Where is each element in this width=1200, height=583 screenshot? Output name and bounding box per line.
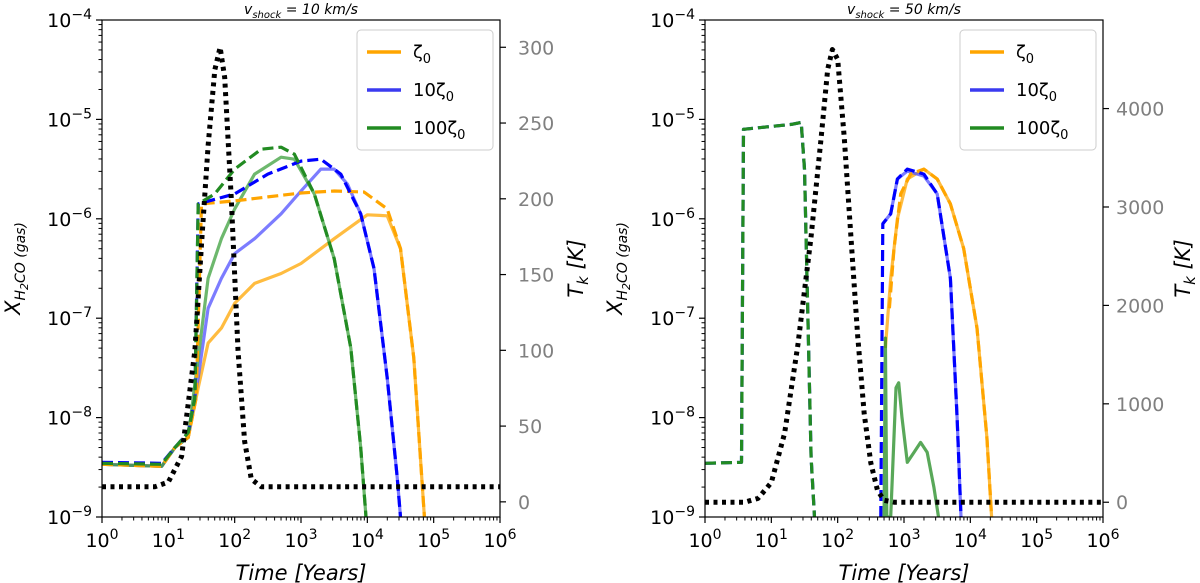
chart-panel-2: 100 101 102 103 104 105 106 10−9 10−8 10−7 10−6 10−… bbox=[603, 2, 1199, 583]
plot-area bbox=[102, 44, 500, 517]
chart-title: vshock = 10 km/s bbox=[244, 2, 358, 21]
series-line bbox=[705, 120, 817, 517]
y-right-tick-label: 3000 bbox=[1116, 197, 1164, 219]
x-tick-label: 102 bbox=[821, 527, 854, 552]
y-right-tick-label: 250 bbox=[518, 113, 554, 135]
x-tick-label: 101 bbox=[152, 527, 185, 552]
y-axis-label-right: Tk [K] bbox=[1171, 239, 1199, 297]
chart-panel-1: 100 101 102 103 104 105 106 10−9 10−8 10−7 10−6 10−… bbox=[1, 2, 592, 583]
y-axis-label-left: XH2CO (gas) bbox=[603, 222, 633, 316]
series-line bbox=[102, 213, 426, 517]
legend: ζ0 10ζ0 100ζ0 bbox=[356, 29, 494, 151]
legend-label: 10ζ0 bbox=[413, 80, 454, 105]
y-tick-label: 10−8 bbox=[650, 405, 695, 430]
x-tick-label: 105 bbox=[417, 527, 450, 552]
legend-label: ζ0 bbox=[1016, 42, 1034, 67]
legend-label: 10ζ0 bbox=[1016, 80, 1057, 105]
y-tick-label: 10−5 bbox=[650, 106, 695, 131]
y-tick-label: 10−7 bbox=[650, 305, 695, 330]
y-tick-label: 10−8 bbox=[47, 405, 92, 430]
y-right-tick-label: 1000 bbox=[1116, 394, 1164, 416]
y-right-tick-label: 0 bbox=[518, 492, 530, 514]
series-line bbox=[887, 167, 994, 517]
series-line bbox=[881, 169, 963, 517]
series-line bbox=[102, 189, 426, 517]
y-tick-label: 10−6 bbox=[47, 206, 92, 231]
plot-area bbox=[705, 47, 1103, 517]
series-line bbox=[879, 167, 963, 517]
x-tick-label: 102 bbox=[218, 527, 251, 552]
y-right-tick-label: 4000 bbox=[1116, 99, 1164, 121]
x-tick-label: 103 bbox=[887, 527, 920, 552]
x-tick-label: 100 bbox=[85, 527, 118, 552]
x-tick-label: 104 bbox=[351, 527, 384, 552]
x-tick-label: 106 bbox=[1086, 527, 1119, 552]
y-tick-label: 10−4 bbox=[650, 7, 695, 32]
legend-box bbox=[959, 29, 1097, 151]
y-tick-label: 10−5 bbox=[47, 106, 92, 131]
y-right-tick-label: 50 bbox=[518, 416, 542, 438]
y-tick-label: 10−9 bbox=[47, 504, 92, 529]
x-tick-label: 105 bbox=[1020, 527, 1053, 552]
legend-box bbox=[356, 29, 494, 151]
y-axis-label-left: XH2CO (gas) bbox=[1, 222, 31, 316]
legend-label: 100ζ0 bbox=[1016, 118, 1068, 143]
y-right-tick-label: 200 bbox=[518, 189, 554, 211]
series-line bbox=[102, 157, 403, 517]
y-right-tick-label: 0 bbox=[1116, 492, 1128, 514]
y-tick-label: 10−6 bbox=[650, 206, 695, 231]
x-tick-label: 100 bbox=[688, 527, 721, 552]
x-axis-label: Time [Years] bbox=[236, 561, 367, 583]
series-line bbox=[102, 155, 368, 517]
legend-label: 100ζ0 bbox=[413, 118, 465, 143]
y-right-tick-label: 100 bbox=[518, 340, 554, 362]
y-tick-label: 10−9 bbox=[650, 504, 695, 529]
series-line bbox=[883, 167, 994, 517]
x-tick-label: 101 bbox=[755, 527, 788, 552]
series-line bbox=[705, 120, 817, 517]
x-tick-label: 104 bbox=[954, 527, 987, 552]
chart-title: vshock = 50 km/s bbox=[847, 2, 961, 21]
legend: ζ0 10ζ0 100ζ0 bbox=[959, 29, 1097, 151]
x-tick-label: 103 bbox=[284, 527, 317, 552]
y-right-tick-label: 150 bbox=[518, 265, 554, 287]
y-right-tick-label: 2000 bbox=[1116, 295, 1164, 317]
series-line bbox=[882, 336, 941, 517]
y-axis-label-right: Tk [K] bbox=[564, 239, 592, 297]
y-tick-label: 10−7 bbox=[47, 305, 92, 330]
legend-label: ζ0 bbox=[413, 42, 431, 67]
y-tick-label: 10−4 bbox=[47, 7, 92, 32]
y-right-tick-label: 300 bbox=[518, 37, 554, 59]
x-axis-label: Time [Years] bbox=[839, 561, 970, 583]
x-tick-label: 106 bbox=[483, 527, 516, 552]
series-line bbox=[102, 44, 500, 490]
